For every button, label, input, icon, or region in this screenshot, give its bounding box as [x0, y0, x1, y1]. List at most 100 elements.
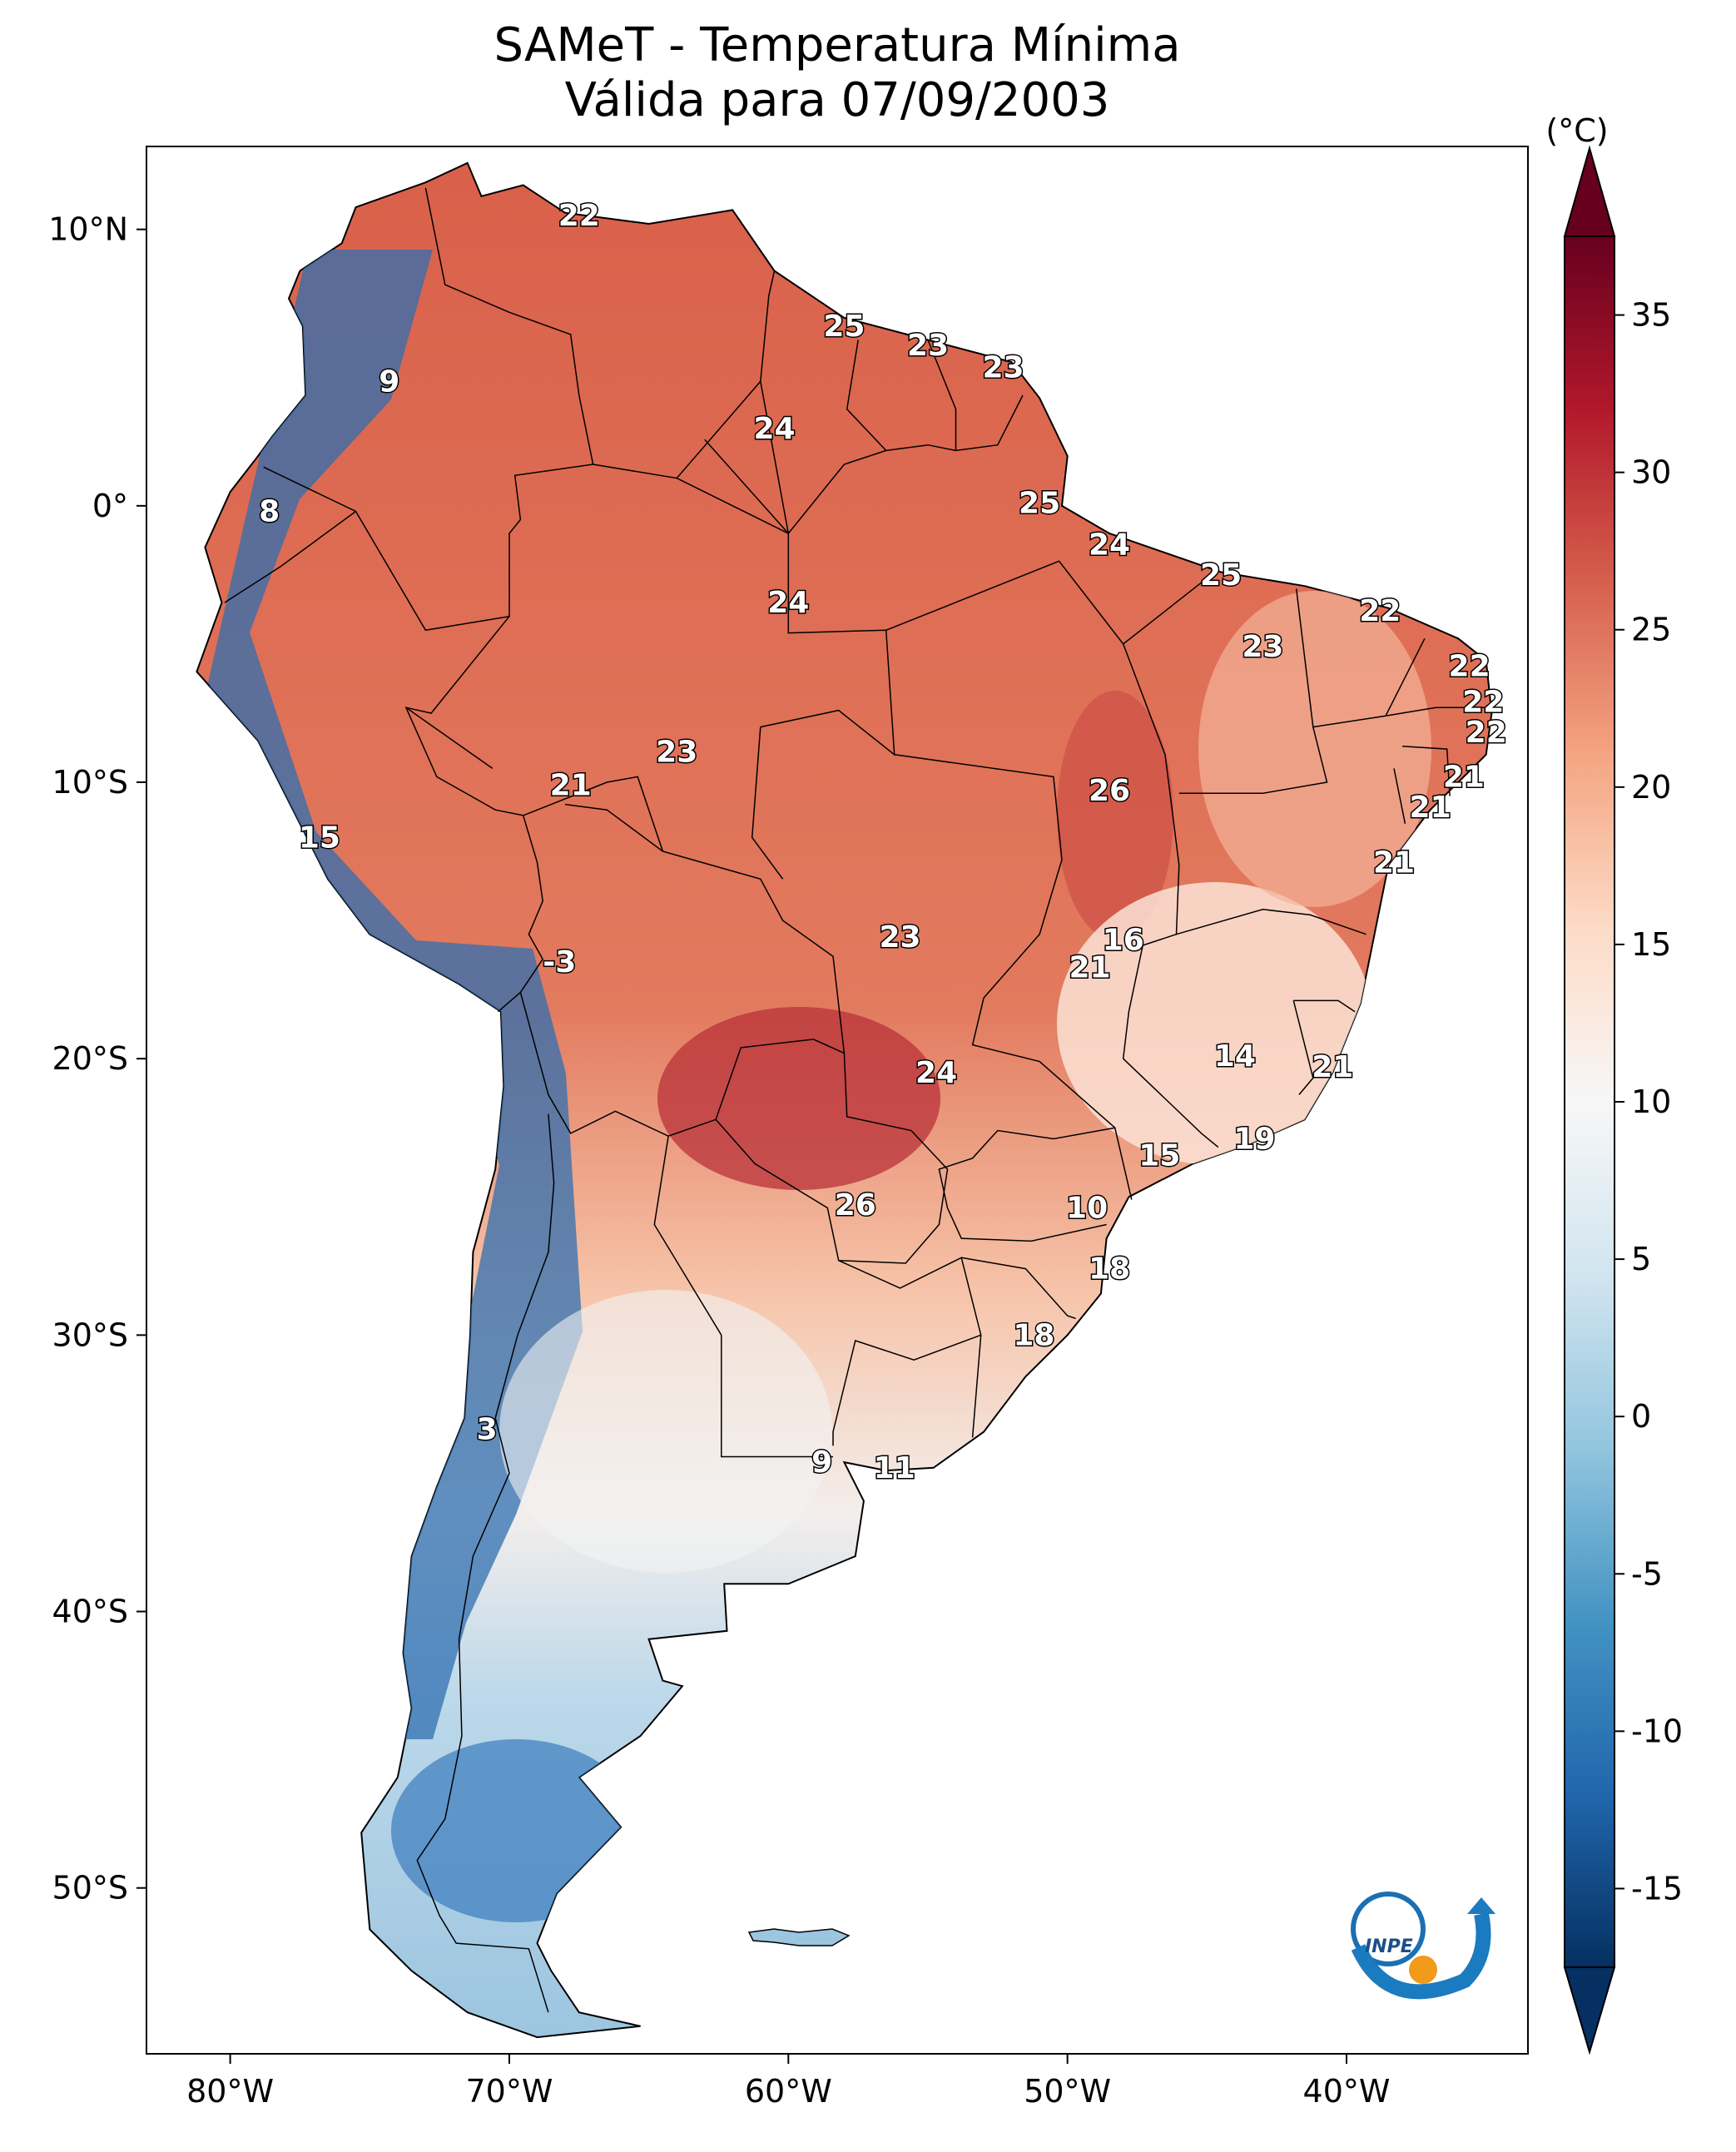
logo-orbit [1351, 1892, 1426, 1966]
station-temperature-label: 23 [656, 736, 697, 770]
border-line [1312, 707, 1486, 728]
station-temperature-label: 25 [823, 310, 865, 344]
border-line [715, 1053, 949, 1264]
border-line [1393, 768, 1406, 824]
lat-tick-label: 50°S [52, 1870, 128, 1907]
station-temperature-label: 10 [1066, 1192, 1108, 1226]
colorbar-tick-label: -5 [1631, 1555, 1663, 1592]
border-line [416, 1113, 555, 2013]
lon-tick-label: 40°W [1303, 2073, 1391, 2110]
political-borders [224, 187, 1486, 2013]
station-temperature-label: 24 [1089, 528, 1130, 562]
station-temperature-label: 23 [982, 351, 1024, 385]
colorbar-tick-label: -10 [1631, 1713, 1683, 1749]
station-temperature-label: 26 [835, 1188, 876, 1222]
mild-zone-northeast [1198, 591, 1431, 907]
colorbar-tick-label: 30 [1631, 454, 1671, 491]
cool-zone-southeast [1057, 882, 1373, 1165]
colorbar-tick-label: 0 [1631, 1398, 1651, 1435]
border-line [704, 439, 789, 534]
station-temperature-label: 23 [907, 329, 949, 363]
station-temperature-label: 21 [550, 768, 592, 802]
lon-tick-label: 80°W [186, 2073, 274, 2110]
station-temperature-label: 24 [767, 586, 809, 620]
warm-core-tocantins [1057, 691, 1173, 940]
border-line [971, 1335, 982, 1438]
lat-tick-label: 10°S [52, 764, 128, 801]
colorbar-tick-label: 35 [1631, 297, 1671, 334]
map-frame [146, 146, 1529, 2055]
station-temperature-label: 24 [915, 1056, 957, 1090]
border-line [263, 187, 594, 632]
station-temperature-label: 15 [299, 821, 340, 855]
logo-sun-icon [1409, 1956, 1437, 1984]
colorbar: (°C) 35 30 25 20 15 10 5 0 -5 -10 -15 [1545, 112, 1683, 2055]
border-line [961, 1257, 1076, 1320]
lat-tick-label: 0° [92, 488, 128, 524]
station-temperature-label: 25 [1019, 487, 1060, 521]
map-axes: 80°W 70°W 60°W 50°W 40°W 10°N 0° 10°S 20°S 30°S 40… [48, 211, 1390, 2110]
border-line [832, 1257, 982, 1446]
lon-tick-label: 50°W [1024, 2073, 1111, 2110]
title-line-2: Válida para 07/09/2003 [564, 73, 1110, 127]
border-line [564, 803, 663, 852]
logo-text: INPE [1365, 1936, 1413, 1957]
border-line [927, 340, 957, 451]
map-title: SAMeT - Temperatura Mínima Válida para 0… [146, 18, 1528, 128]
station-temperature-label: 22 [1462, 686, 1504, 720]
station-temperature-label: -3 [543, 945, 576, 979]
logo-swoosh [1351, 1912, 1491, 2000]
station-temperature-label: 3 [477, 1412, 498, 1446]
lat-tick-label: 40°S [52, 1594, 128, 1630]
station-temperature-label: 11 [874, 1451, 915, 1485]
border-line [1402, 746, 1451, 796]
inpe-logo: INPE [1351, 1892, 1495, 2000]
colorbar-tick-label: 15 [1631, 926, 1671, 963]
station-temperature-label: 22 [1449, 650, 1490, 684]
station-temperature-label: 22 [558, 199, 600, 233]
border-line [519, 776, 846, 1138]
border-line [894, 754, 1133, 1200]
colorbar-tick-label: 10 [1631, 1083, 1671, 1120]
falkland-islands [747, 1928, 851, 1946]
station-temperature-label: 21 [1410, 791, 1451, 825]
border-line [1123, 568, 1219, 645]
pampas-neutral [499, 1290, 832, 1573]
station-temperature-label: 9 [379, 364, 399, 399]
andes-cold-band [208, 250, 583, 1739]
station-temperature-label: 21 [1443, 760, 1485, 794]
colorbar-tick-label: 20 [1631, 769, 1671, 806]
border-line [938, 1127, 1115, 1242]
station-temperature-label: 18 [1089, 1252, 1130, 1287]
station-temperature-label: 14 [1214, 1039, 1256, 1074]
border-line [676, 394, 1024, 534]
station-temperature-label: 26 [1089, 774, 1130, 808]
station-temperature-label: 22 [1359, 594, 1401, 628]
lon-tick-label: 60°W [745, 2073, 832, 2110]
station-temperature-label: 23 [1242, 630, 1283, 664]
colorbar-max-extension [1563, 145, 1616, 237]
lat-tick-label: 20°S [52, 1040, 128, 1077]
border-line [1176, 909, 1366, 935]
colorbar-gradient [1564, 236, 1615, 1968]
station-temperature-label: 21 [1312, 1050, 1353, 1084]
border-line [846, 340, 887, 451]
colorbar-tick-label: -15 [1631, 1870, 1683, 1907]
lat-tick-label: 30°S [52, 1316, 128, 1353]
station-temperature-label: 16 [1103, 923, 1144, 957]
station-temperature-label: 24 [753, 412, 795, 446]
colorbar-min-extension [1563, 1966, 1616, 2055]
lon-tick-label: 70°W [465, 2073, 553, 2110]
hot-core-chaco [657, 1007, 940, 1190]
colorbar-ticks: 35 30 25 20 15 10 5 0 -5 -10 -15 [1614, 297, 1683, 1907]
border-line [405, 707, 494, 770]
title-line-1: SAMeT - Temperatura Mínima [494, 18, 1181, 72]
station-temperature-label: 22 [1466, 716, 1507, 750]
border-line [1292, 1000, 1314, 1095]
border-line [404, 616, 544, 1013]
colorbar-tick-label: 25 [1631, 612, 1671, 648]
station-temperature-label: 18 [1013, 1318, 1054, 1352]
logo-arrow-icon [1467, 1897, 1495, 1914]
